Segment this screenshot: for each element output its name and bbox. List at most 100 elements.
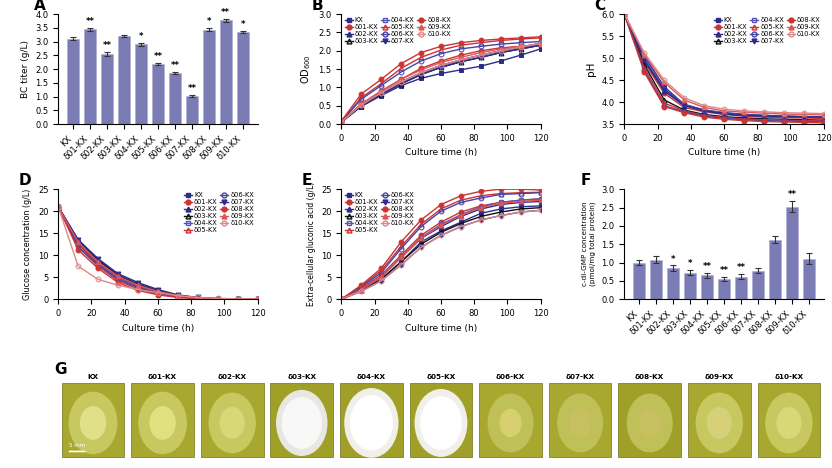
Text: 5 mm: 5 mm	[69, 443, 85, 448]
Circle shape	[220, 408, 244, 438]
Text: **: **	[702, 262, 711, 271]
Circle shape	[777, 408, 800, 438]
Circle shape	[282, 398, 321, 448]
Bar	[667, 268, 679, 299]
Y-axis label: Extra-cellular gluconic acid (g/L): Extra-cellular gluconic acid (g/L)	[306, 182, 315, 307]
Bar	[735, 277, 747, 299]
Legend: KX, δ01-KX, δ02-KX, δ03-KX, δ04-KX, δ05-KX, δ06-KX, δ07-KX, δ08-KX, δ09-KX, δ10-: KX, δ01-KX, δ02-KX, δ03-KX, δ04-KX, δ05-…	[181, 190, 257, 236]
Circle shape	[69, 392, 116, 453]
Text: **: **	[221, 8, 230, 17]
Circle shape	[350, 396, 392, 450]
X-axis label: Culture time (h): Culture time (h)	[405, 323, 477, 333]
Bar	[270, 383, 333, 457]
Bar	[102, 54, 113, 124]
Circle shape	[277, 391, 327, 455]
Bar	[758, 383, 820, 457]
Text: **: **	[736, 263, 745, 272]
Text: G: G	[54, 362, 67, 377]
Circle shape	[150, 407, 176, 439]
Text: δ03-KX: δ03-KX	[287, 373, 316, 380]
Legend: KX, δ01-KX, δ02-KX, δ03-KX, δ04-KX, δ05-KX, δ06-KX, δ07-KX, δ08-KX, δ09-KX, δ10-: KX, δ01-KX, δ02-KX, δ03-KX, δ04-KX, δ05-…	[711, 15, 823, 47]
Bar	[684, 273, 696, 299]
Circle shape	[81, 407, 106, 439]
Circle shape	[209, 393, 255, 453]
Bar	[651, 260, 662, 299]
Text: **: **	[102, 41, 111, 51]
Bar	[409, 383, 473, 457]
Bar	[201, 383, 264, 457]
Bar	[340, 383, 403, 457]
Circle shape	[415, 390, 467, 456]
Text: δ10-KX: δ10-KX	[775, 373, 804, 380]
Bar	[186, 96, 198, 124]
Bar	[718, 279, 730, 299]
Text: *: *	[688, 259, 692, 269]
Text: F: F	[581, 173, 591, 188]
Circle shape	[570, 410, 591, 437]
Circle shape	[345, 389, 398, 457]
Text: B: B	[311, 0, 323, 13]
Circle shape	[766, 393, 812, 453]
Bar	[769, 240, 780, 299]
Text: δ09-KX: δ09-KX	[705, 373, 734, 380]
Text: **: **	[187, 84, 196, 93]
Bar	[118, 36, 130, 124]
Text: **: **	[153, 52, 162, 61]
Text: D: D	[18, 173, 31, 188]
Bar	[131, 383, 194, 457]
Bar	[803, 259, 815, 299]
Text: *: *	[671, 255, 676, 263]
Circle shape	[139, 392, 186, 453]
Y-axis label: pH: pH	[586, 62, 596, 76]
Bar	[633, 263, 645, 299]
Bar	[752, 271, 764, 299]
Bar	[220, 21, 231, 124]
Bar	[786, 207, 798, 299]
Text: δ08-KX: δ08-KX	[635, 373, 664, 380]
X-axis label: Culture time (h): Culture time (h)	[688, 148, 760, 157]
Text: δ02-KX: δ02-KX	[218, 373, 247, 380]
Legend: KX, δ01-KX, δ02-KX, δ03-KX, δ04-KX, δ05-KX, δ06-KX, δ07-KX, δ08-KX, δ09-KX, δ10-: KX, δ01-KX, δ02-KX, δ03-KX, δ04-KX, δ05-…	[342, 15, 454, 47]
X-axis label: Culture time (h): Culture time (h)	[121, 323, 194, 333]
Y-axis label: BC titer (g/L): BC titer (g/L)	[21, 40, 30, 98]
Bar	[203, 30, 215, 124]
Text: C: C	[594, 0, 606, 13]
Bar	[479, 383, 542, 457]
Circle shape	[500, 410, 521, 437]
Bar	[701, 275, 713, 299]
Bar	[84, 29, 96, 124]
Bar	[618, 383, 681, 457]
Text: *: *	[240, 20, 245, 29]
Bar	[688, 383, 750, 457]
Y-axis label: c-di-GMP concentration
(pmol/mg total protein): c-di-GMP concentration (pmol/mg total pr…	[582, 202, 596, 286]
Circle shape	[488, 394, 532, 452]
Text: *: *	[206, 17, 211, 26]
Circle shape	[421, 397, 461, 449]
Circle shape	[558, 394, 602, 452]
Circle shape	[696, 393, 742, 453]
Bar	[237, 32, 249, 124]
Text: **: **	[787, 190, 796, 199]
Text: δ05-KX: δ05-KX	[426, 373, 456, 380]
Bar	[169, 73, 181, 124]
Text: δ01-KX: δ01-KX	[148, 373, 177, 380]
Bar	[152, 64, 164, 124]
Text: **: **	[86, 17, 95, 26]
Text: A: A	[34, 0, 46, 13]
Bar	[67, 39, 79, 124]
Text: δ06-KX: δ06-KX	[496, 373, 525, 380]
Text: *: *	[139, 32, 143, 41]
Circle shape	[639, 410, 660, 437]
Bar	[549, 383, 612, 457]
Bar	[135, 44, 146, 124]
Text: **: **	[171, 61, 180, 71]
Text: E: E	[301, 173, 312, 188]
X-axis label: Culture time (h): Culture time (h)	[405, 148, 477, 157]
Text: **: **	[720, 266, 729, 275]
Circle shape	[707, 408, 731, 438]
Bar	[62, 383, 124, 457]
Y-axis label: Glucose concentration (g/L): Glucose concentration (g/L)	[23, 189, 32, 300]
Legend: KX, δ01-KX, δ02-KX, δ03-KX, δ04-KX, δ05-KX, δ06-KX, δ07-KX, δ08-KX, δ09-KX, δ10-: KX, δ01-KX, δ02-KX, δ03-KX, δ04-KX, δ05-…	[342, 190, 418, 236]
Text: KX: KX	[87, 373, 99, 380]
Circle shape	[627, 394, 672, 452]
